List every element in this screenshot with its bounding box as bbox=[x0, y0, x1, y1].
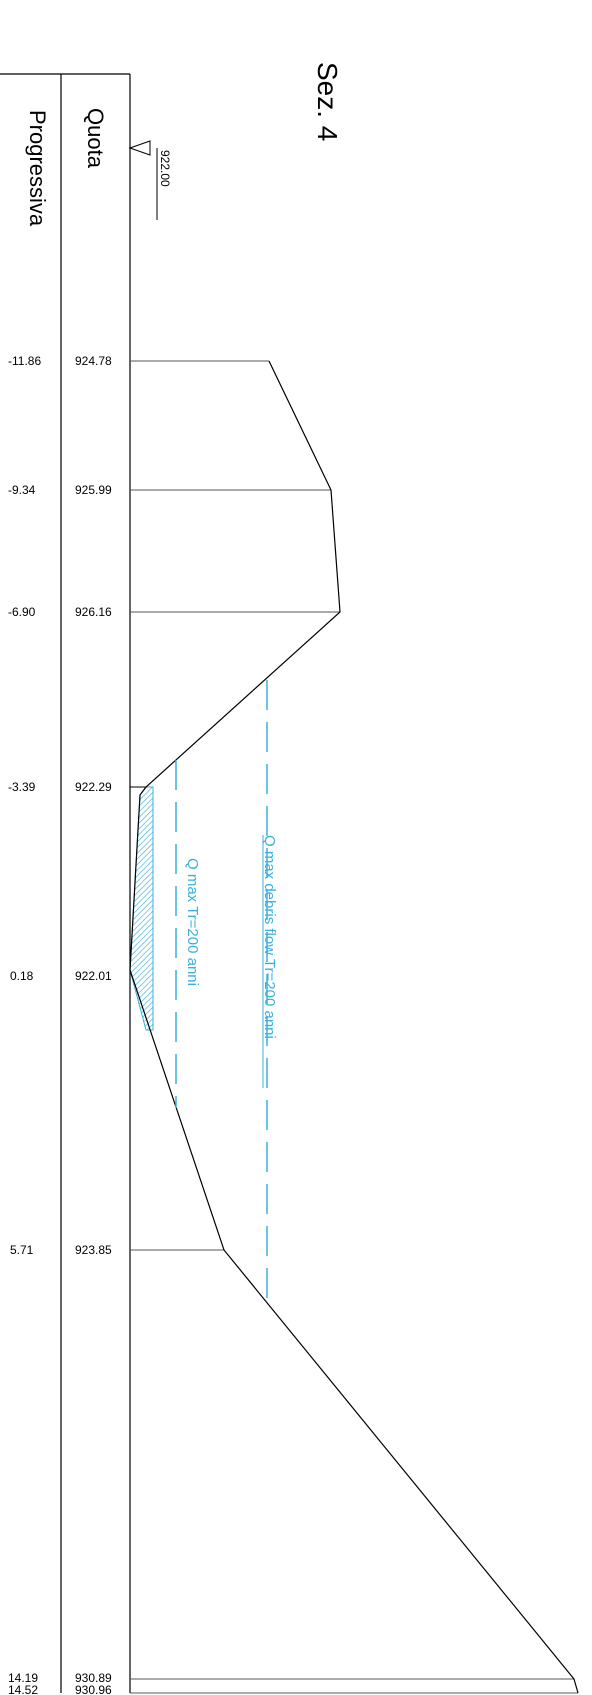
progressiva-value: -11.86 bbox=[8, 354, 41, 368]
ground-profile-line bbox=[129, 360, 579, 1694]
water-level-q-max-label: Q max Tr=200 anni bbox=[184, 858, 201, 986]
progressiva-labels: -11.86 -9.34 -6.90 -3.39 0.18 5.71 14.19… bbox=[8, 354, 41, 1695]
quota-value: 926.16 bbox=[75, 605, 112, 619]
quota-value: 930.96 bbox=[75, 1683, 112, 1695]
datum-marker: 922.00 bbox=[128, 140, 172, 220]
progressiva-value: 5.71 bbox=[10, 1243, 34, 1257]
quota-value: 925.99 bbox=[75, 483, 112, 497]
quota-header: Quota bbox=[83, 108, 108, 169]
datum-triangle-icon bbox=[128, 140, 151, 156]
quota-value: 924.78 bbox=[75, 354, 112, 368]
station-lines bbox=[130, 360, 578, 1694]
quota-value: 930.89 bbox=[75, 1671, 112, 1685]
header-table bbox=[0, 73, 131, 1693]
progressiva-header: Progressiva bbox=[25, 110, 50, 227]
quota-labels: 924.78 925.99 926.16 922.29 922.01 923.8… bbox=[75, 354, 112, 1695]
quota-value: 922.01 bbox=[75, 969, 112, 983]
progressiva-value: -6.90 bbox=[8, 605, 36, 619]
progressiva-value: -3.39 bbox=[8, 780, 36, 794]
progressiva-value: 14.19 bbox=[8, 1671, 38, 1685]
quota-value: 923.85 bbox=[75, 1243, 112, 1257]
section-title: Sez. 4 bbox=[312, 62, 343, 141]
progressiva-value: -9.34 bbox=[8, 483, 36, 497]
datum-label: 922.00 bbox=[158, 150, 172, 187]
quota-value: 922.29 bbox=[75, 780, 112, 794]
water-level-debris-flow-label: Q max debris flow Tr=200 anni bbox=[261, 835, 278, 1039]
progressiva-value: 14.52 bbox=[8, 1683, 38, 1695]
progressiva-value: 0.18 bbox=[10, 969, 34, 983]
